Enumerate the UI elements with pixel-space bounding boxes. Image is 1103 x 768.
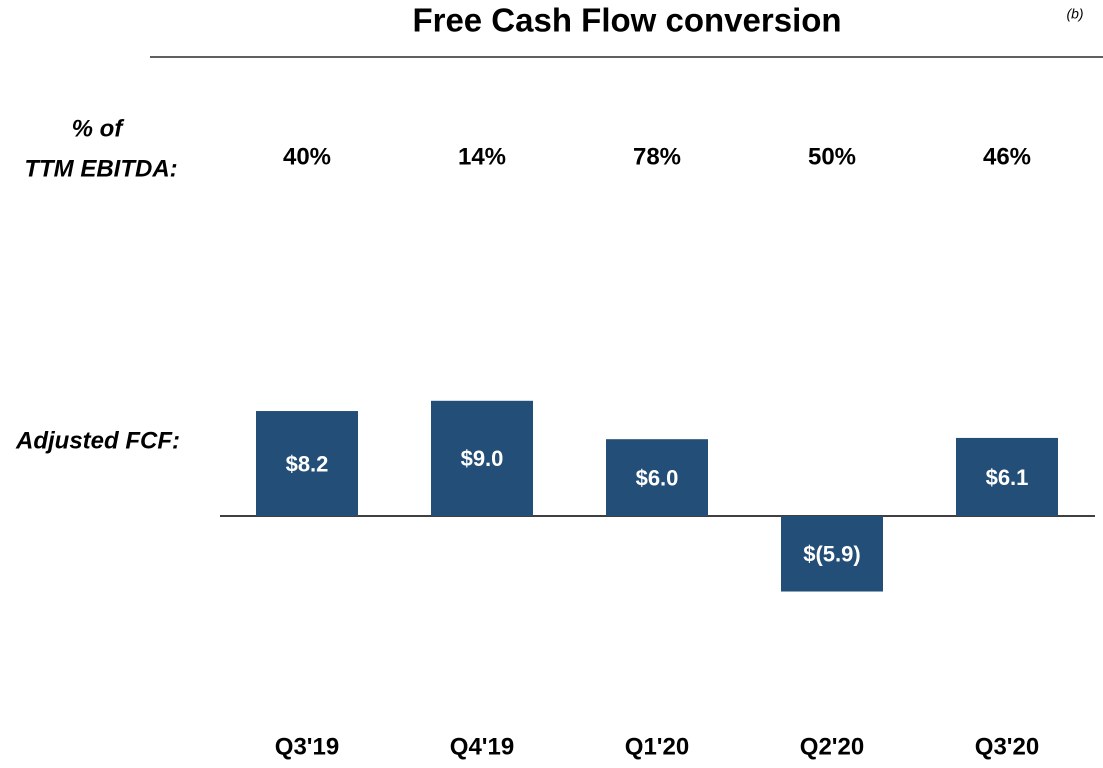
x-tick-label: Q1'20	[625, 733, 689, 760]
chart-title: Free Cash Flow conversion	[412, 2, 841, 39]
row-label: TTM EBITDA:	[24, 155, 177, 182]
bar	[431, 400, 533, 516]
value-label: $8.2	[286, 451, 329, 476]
pct-label: 14%	[458, 143, 506, 170]
x-tick-label: Q3'20	[975, 733, 1039, 760]
bar	[956, 437, 1058, 516]
row-label: % of	[72, 115, 125, 142]
bar	[781, 516, 883, 592]
row-label: Adjusted FCF:	[15, 427, 180, 454]
pct-label: 78%	[633, 143, 681, 170]
x-tick-label: Q4'19	[450, 733, 514, 760]
bar	[606, 439, 708, 516]
x-tick-label: Q2'20	[800, 733, 864, 760]
value-label: $(5.9)	[803, 542, 860, 567]
value-label: $6.1	[986, 465, 1029, 490]
note: (b)	[1066, 6, 1083, 22]
pct-label: 46%	[983, 143, 1031, 170]
x-tick-label: Q3'19	[275, 733, 339, 760]
bar	[256, 411, 358, 516]
value-label: $6.0	[636, 465, 679, 490]
value-label: $9.0	[461, 446, 504, 471]
pct-label: 50%	[808, 143, 856, 170]
pct-label: 40%	[283, 143, 331, 170]
